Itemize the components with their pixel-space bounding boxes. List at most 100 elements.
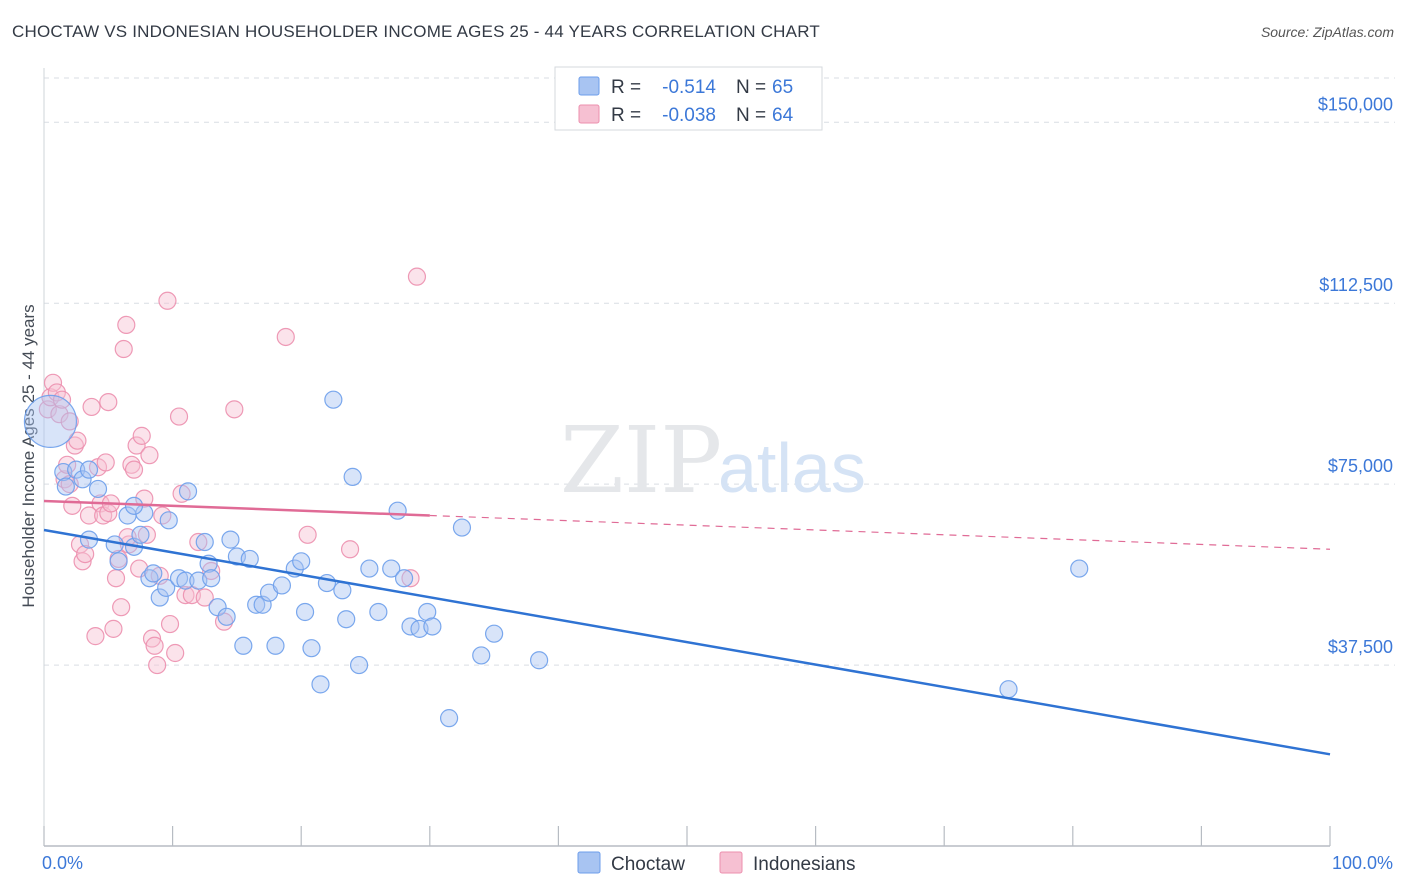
choctaw-point [56, 477, 75, 496]
y-tick-label: $150,000 [1318, 94, 1393, 114]
indonesians-point [407, 267, 427, 286]
indonesians-point [106, 569, 126, 588]
indonesians-point [86, 627, 105, 646]
choctaw-point [272, 576, 292, 595]
choctaw-point [159, 511, 178, 530]
indonesians-point [137, 525, 156, 544]
indonesians-point [132, 426, 151, 445]
choctaw-trend-line [43, 528, 1331, 756]
grid-layer [44, 77, 1395, 666]
x-tick-label-max: 100.0% [1332, 853, 1393, 873]
indonesians-point [176, 585, 195, 605]
choctaw-point [221, 530, 240, 549]
indonesians-point [76, 544, 95, 564]
indonesians-point [50, 405, 69, 424]
indonesians-point [104, 619, 123, 638]
watermark: ZIP atlas [560, 407, 866, 514]
indonesians-point [189, 532, 208, 552]
indonesians-point [114, 339, 133, 359]
y-tick-label: $37,500 [1328, 637, 1393, 657]
indonesians-point [117, 315, 136, 334]
x-tick-label-min: 0.0% [42, 853, 83, 873]
indonesians-point [166, 643, 185, 663]
indonesians-point [195, 588, 214, 607]
indonesians-point [112, 598, 131, 617]
y-tick-label: $112,500 [1319, 275, 1393, 295]
indonesians-point [202, 561, 221, 581]
choctaw-point [999, 680, 1018, 699]
choctaw-point [530, 651, 549, 670]
points-layer [23, 267, 1089, 728]
choctaw-point [150, 588, 169, 607]
choctaw-point [202, 569, 221, 588]
indonesians-point [68, 431, 87, 450]
legend-n-label: N = [736, 105, 766, 126]
choctaw-point [439, 709, 459, 728]
choctaw-point [388, 501, 407, 520]
indonesians-point [340, 540, 360, 559]
indonesians-point [127, 436, 146, 455]
indonesians-point [82, 397, 101, 417]
legend-swatch-indonesians [578, 104, 600, 124]
choctaw-point [423, 617, 442, 636]
indonesians-point [169, 407, 189, 426]
indonesians-point [122, 455, 141, 474]
choctaw-point [217, 607, 236, 626]
choctaw-point [418, 602, 437, 622]
bottom-legend-swatch-choctaw [577, 851, 601, 874]
choctaw-point [109, 552, 128, 571]
choctaw-point [452, 518, 472, 537]
legend-r-value: -0.514 [662, 77, 716, 98]
chart-title: CHOCTAW VS INDONESIAN HOUSEHOLDER INCOME… [12, 22, 820, 41]
indonesians-point [158, 291, 177, 310]
choctaw-point [195, 532, 214, 552]
choctaw-point [67, 460, 86, 479]
indonesians-point [65, 436, 84, 455]
legend-swatch-choctaw [578, 76, 600, 96]
legend-n-value: 64 [772, 105, 794, 126]
choctaw-point [234, 636, 253, 655]
indonesians-point [60, 412, 79, 431]
indonesians-point [145, 636, 164, 655]
choctaw-point [1070, 559, 1089, 578]
legend-n-value: 65 [772, 77, 793, 98]
choctaw-point [311, 675, 330, 694]
indonesians-trend-line-dashed [429, 514, 1331, 550]
axes-layer: $37,500 $75,000 $112,500 $150,000 0.0% 100.0%… [19, 68, 1393, 873]
legend-layer: R = -0.514 N = 65 R = -0.038 N = 64 Choctaw I… [554, 66, 855, 875]
legend-r-value: -0.038 [662, 105, 716, 126]
watermark-zip: ZIP [560, 407, 722, 514]
choctaw-point [343, 467, 362, 486]
indonesians-point [140, 446, 159, 465]
trend-layer [43, 499, 1331, 756]
indonesians-point [160, 614, 180, 634]
indonesians-point [52, 390, 72, 409]
choctaw-point [292, 552, 311, 571]
watermark-atlas: atlas [718, 429, 866, 507]
indonesians-point [401, 569, 420, 588]
choctaw-point [369, 602, 388, 622]
indonesians-point [63, 496, 82, 515]
choctaw-point [324, 390, 343, 409]
bottom-legend-swatch-indonesians [719, 851, 743, 874]
bottom-legend-label-indonesians: Indonesians [753, 854, 855, 875]
choctaw-point [247, 595, 266, 614]
indonesians-point [73, 552, 92, 571]
indonesians-point [79, 506, 99, 525]
choctaw-point [144, 564, 163, 583]
choctaw-point [382, 559, 401, 578]
indonesians-point [99, 393, 118, 412]
indonesians-trend-line [43, 499, 430, 517]
legend-r-label: R = [611, 105, 641, 126]
choctaw-point [485, 624, 504, 643]
choctaw-point [266, 636, 285, 655]
indonesians-point [43, 373, 63, 392]
indonesians-point [225, 400, 244, 419]
indonesians-point [96, 453, 115, 472]
choctaw-point [88, 479, 108, 499]
choctaw-point [333, 581, 352, 600]
legend-r-label: R = [611, 77, 641, 98]
bottom-legend-label-choctaw: Choctaw [611, 854, 685, 875]
choctaw-point [360, 559, 379, 578]
